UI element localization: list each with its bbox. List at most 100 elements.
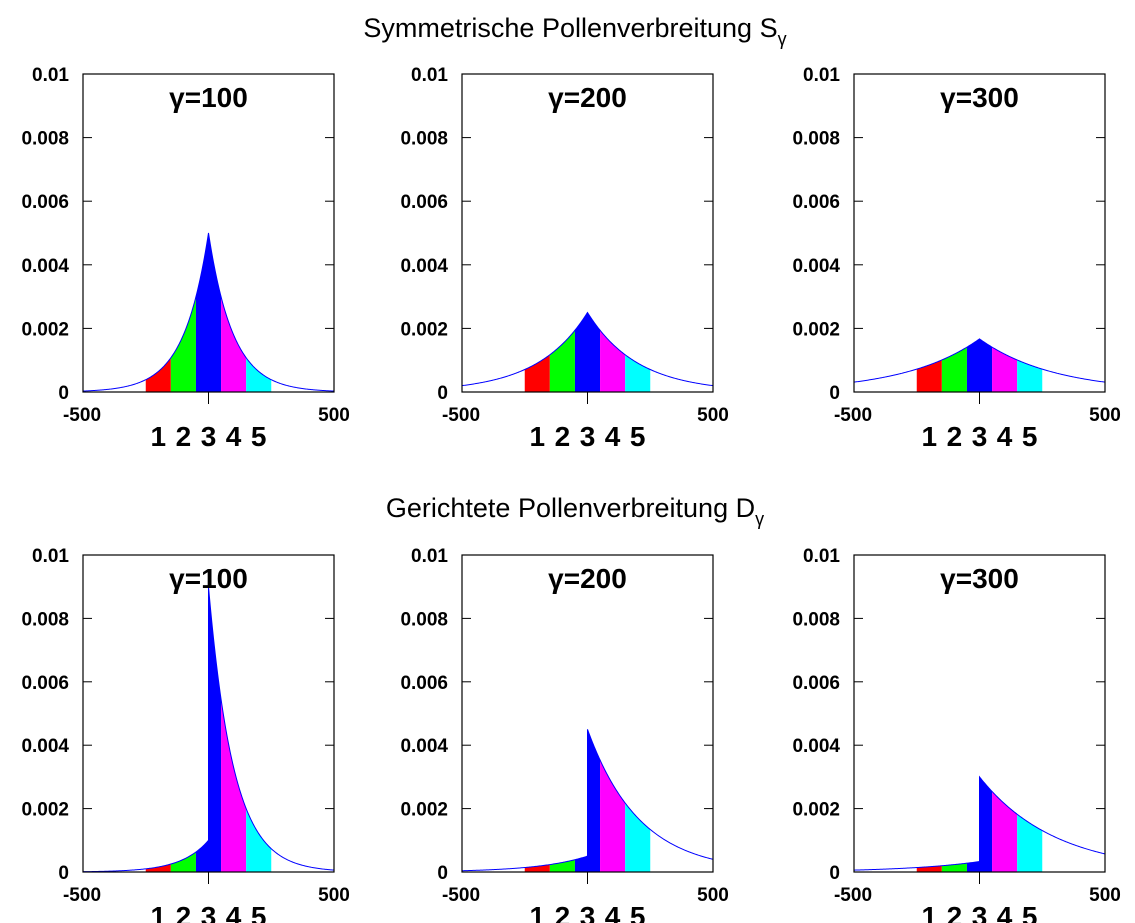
y-tick-label: 0.002 (400, 800, 448, 821)
segment-fill (574, 856, 588, 872)
segment-fill (195, 840, 209, 872)
segment-fill (916, 359, 942, 392)
segment-label: 5 (1022, 901, 1038, 923)
x-tick-label: -500 (442, 885, 480, 906)
segment-label: 1 (922, 421, 938, 452)
y-tick-label: 0 (58, 863, 69, 884)
segment-label: 2 (555, 421, 571, 452)
y-tick-label: 0.002 (21, 319, 69, 340)
panel-title: γ=300 (940, 82, 1019, 113)
segment-fill (524, 864, 550, 872)
segment-label: 4 (226, 421, 242, 452)
y-tick-label: 0.006 (21, 192, 69, 213)
panel-title: γ=100 (169, 563, 248, 594)
y-tick-label: 0 (437, 863, 448, 884)
segment-fill (992, 347, 1018, 392)
y-tick-label: 0 (829, 863, 840, 884)
segment-fill (221, 699, 247, 872)
y-tick-label: 0.01 (803, 65, 840, 86)
y-tick-label: 0.004 (21, 256, 69, 277)
segment-fill (195, 233, 222, 392)
y-tick-label: 0.002 (400, 319, 448, 340)
section-title-symmetric: Symmetrische Pollenverbreitung Sγ (363, 13, 786, 49)
y-tick-label: 0.004 (400, 256, 448, 277)
segment-label: 3 (201, 901, 217, 923)
y-tick-label: 0.008 (400, 609, 448, 630)
y-tick-label: 0 (437, 383, 448, 404)
y-tick-label: 0.006 (792, 673, 840, 694)
segment-label: 4 (605, 421, 621, 452)
panel-title: γ=100 (169, 82, 248, 113)
segment-label: 5 (630, 901, 646, 923)
segment-fill (1017, 814, 1043, 872)
segment-label: 3 (201, 421, 217, 452)
segment-fill (979, 776, 993, 872)
segment-label: 2 (176, 901, 192, 923)
segment-label: 5 (251, 421, 267, 452)
x-tick-label: -500 (442, 405, 480, 426)
segment-fill (145, 357, 171, 392)
y-tick-label: 0.01 (411, 65, 448, 86)
density-curve (461, 729, 714, 872)
y-tick-label: 0.004 (21, 736, 69, 757)
segment-fill (966, 338, 993, 392)
segment-label: 4 (226, 901, 242, 923)
segment-label: 3 (972, 421, 988, 452)
y-tick-label: 0.01 (32, 65, 69, 86)
y-tick-label: 0.006 (400, 673, 448, 694)
y-tick-label: 0.006 (400, 192, 448, 213)
segment-label: 4 (997, 901, 1013, 923)
y-tick-label: 0.002 (21, 800, 69, 821)
segment-fill (600, 330, 626, 392)
x-tick-label: -500 (63, 885, 101, 906)
segment-label: 1 (151, 901, 167, 923)
density-curve (461, 311, 714, 387)
segment-fill (1017, 359, 1043, 392)
segment-label: 1 (151, 421, 167, 452)
chart-panel: 0 0.002 0.004 0.006 0.008 0.01 -500 500 γ=200 1 2 3… (400, 546, 728, 923)
y-tick-label: 0 (829, 383, 840, 404)
density-curve (82, 232, 335, 392)
segment-fill (221, 296, 247, 392)
y-tick-label: 0.008 (792, 129, 840, 150)
segment-fill (549, 330, 575, 392)
density-curve (853, 338, 1106, 383)
chart-panel: 0 0.002 0.004 0.006 0.008 0.01 -500 500 γ=100 1 2 3… (21, 546, 349, 923)
x-tick-label: 500 (1089, 405, 1121, 426)
chart-panel: 0 0.002 0.004 0.006 0.008 0.01 -500 500 γ=200 1 2 3… (400, 65, 728, 452)
segment-label: 1 (530, 901, 546, 923)
segment-label: 1 (530, 421, 546, 452)
segment-fill (966, 861, 980, 872)
y-tick-label: 0.002 (792, 319, 840, 340)
y-tick-label: 0.002 (792, 800, 840, 821)
density-curve (853, 775, 1106, 871)
segment-fill (587, 729, 601, 872)
y-tick-label: 0.006 (21, 673, 69, 694)
y-tick-label: 0.004 (792, 256, 840, 277)
x-tick-label: -500 (834, 885, 872, 906)
segment-fill (170, 296, 196, 392)
segment-fill (208, 586, 222, 872)
y-tick-label: 0.01 (32, 546, 69, 567)
segment-fill (625, 802, 651, 872)
segment-label: 5 (630, 421, 646, 452)
y-tick-label: 0.004 (400, 736, 448, 757)
segment-fill (170, 852, 196, 872)
y-tick-label: 0.01 (411, 546, 448, 567)
x-tick-label: 500 (697, 885, 729, 906)
segment-label: 2 (176, 421, 192, 452)
segment-fill (992, 791, 1018, 872)
chart-panel: 0 0.002 0.004 0.006 0.008 0.01 -500 500 γ=100 1 2 3… (21, 65, 349, 452)
segment-fill (600, 760, 626, 872)
x-tick-label: -500 (63, 405, 101, 426)
segment-fill (625, 354, 651, 392)
segment-fill (246, 808, 272, 872)
segment-fill (574, 312, 601, 392)
panel-title: γ=200 (548, 563, 627, 594)
segment-label: 4 (605, 901, 621, 923)
panel-title: γ=300 (940, 563, 1019, 594)
segment-label: 2 (947, 901, 963, 923)
segment-label: 4 (997, 421, 1013, 452)
